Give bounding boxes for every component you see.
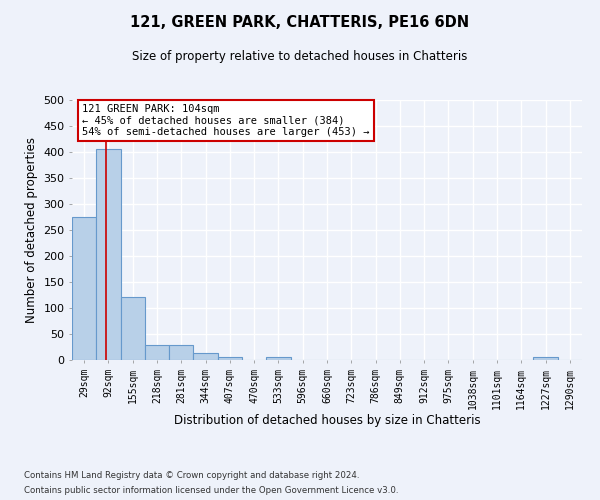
- Text: 121, GREEN PARK, CHATTERIS, PE16 6DN: 121, GREEN PARK, CHATTERIS, PE16 6DN: [130, 15, 470, 30]
- Text: Contains public sector information licensed under the Open Government Licence v3: Contains public sector information licen…: [24, 486, 398, 495]
- Bar: [145, 346, 169, 360]
- Text: 121 GREEN PARK: 104sqm
← 45% of detached houses are smaller (384)
54% of semi-de: 121 GREEN PARK: 104sqm ← 45% of detached…: [82, 104, 370, 137]
- Bar: [266, 358, 290, 360]
- Text: Contains HM Land Registry data © Crown copyright and database right 2024.: Contains HM Land Registry data © Crown c…: [24, 471, 359, 480]
- Y-axis label: Number of detached properties: Number of detached properties: [25, 137, 38, 323]
- Bar: [193, 352, 218, 360]
- Bar: [121, 296, 145, 360]
- Bar: [96, 150, 121, 360]
- Text: Size of property relative to detached houses in Chatteris: Size of property relative to detached ho…: [133, 50, 467, 63]
- Bar: [169, 346, 193, 360]
- X-axis label: Distribution of detached houses by size in Chatteris: Distribution of detached houses by size …: [173, 414, 481, 428]
- Bar: [533, 358, 558, 360]
- Bar: [218, 358, 242, 360]
- Bar: [72, 217, 96, 360]
